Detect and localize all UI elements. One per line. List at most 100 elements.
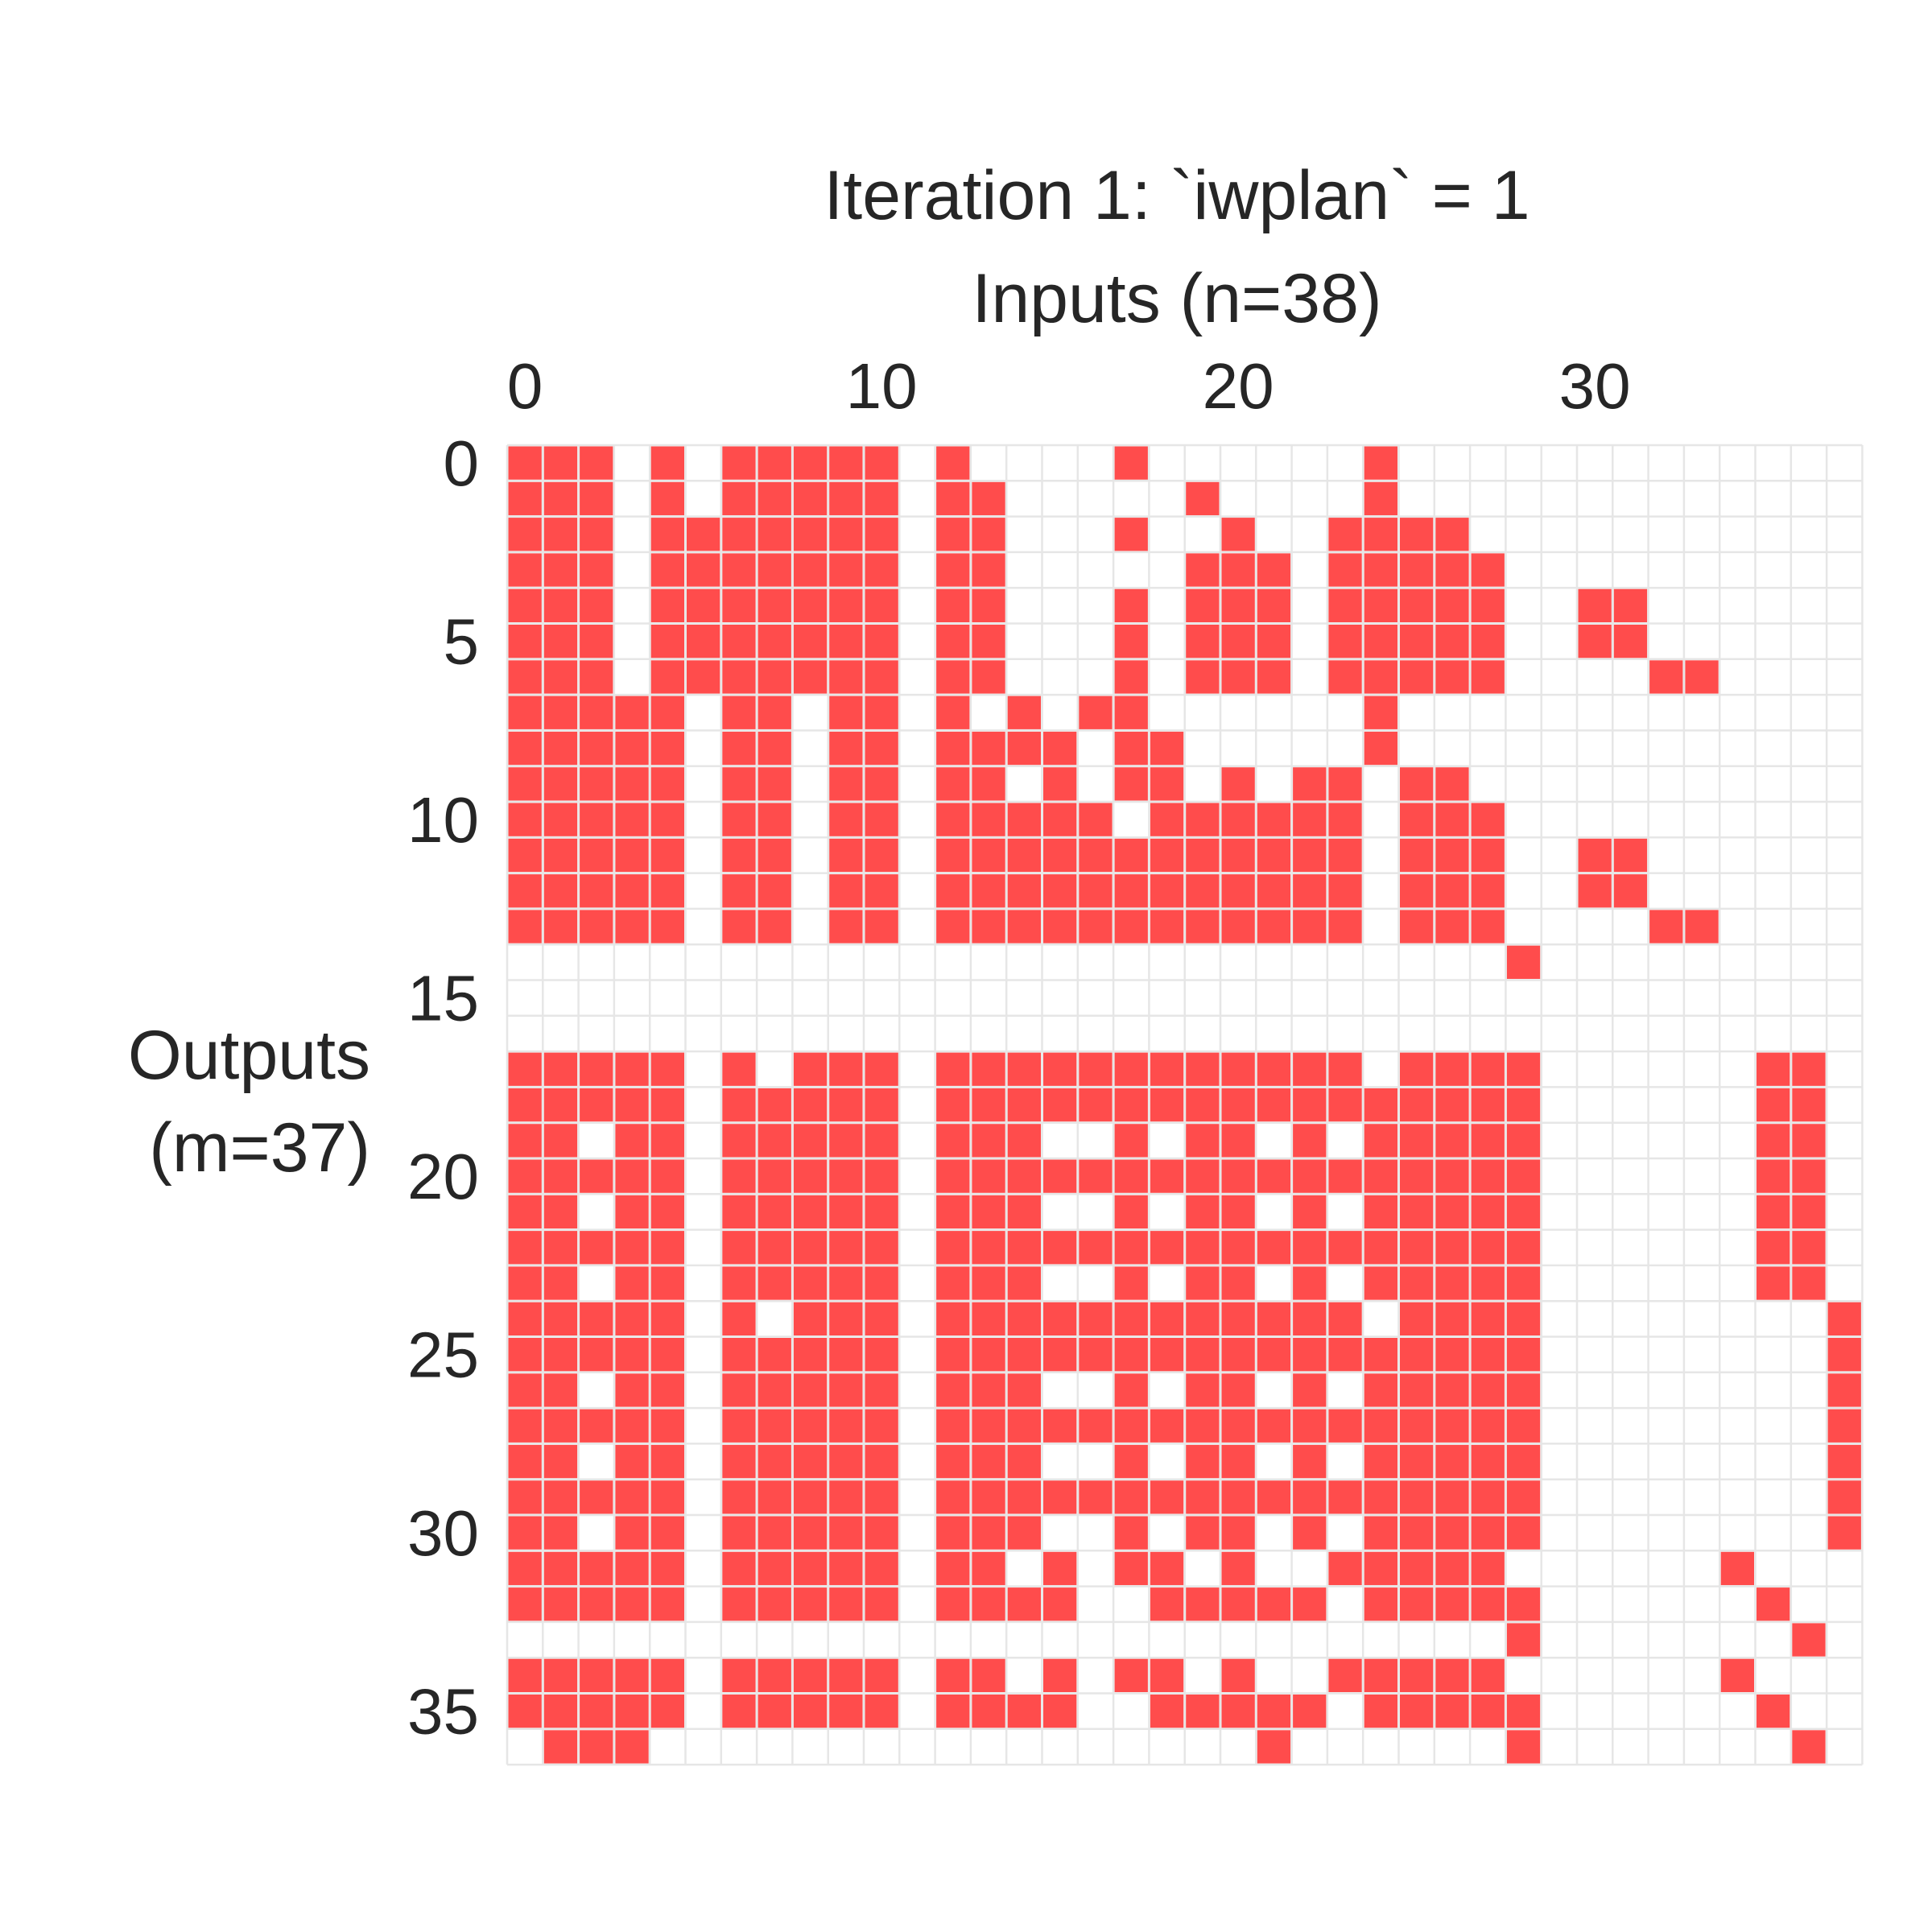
heatmap-cell [650,1480,684,1514]
y-axis-label-line2: (m=37) [149,1109,370,1187]
heatmap-cell [615,696,649,729]
heatmap-cell [650,1444,684,1479]
heatmap-cell [1435,1124,1469,1158]
heatmap-cell [580,838,613,873]
heatmap-cell [1293,1587,1327,1621]
heatmap-cell [1114,1302,1148,1335]
heatmap-cell [615,1266,649,1300]
heatmap-cell [936,1302,970,1335]
heatmap-cell [580,518,613,551]
heatmap-cell [1293,874,1327,908]
heatmap-cell [1792,1124,1826,1158]
heatmap-cell [1079,1480,1113,1514]
heatmap-cell [1293,1266,1327,1300]
heatmap-cell [1471,1587,1505,1621]
heatmap-cell [972,1159,1005,1193]
heatmap-cell [1221,874,1255,908]
heatmap-cell [1221,1124,1255,1158]
heatmap-cell [722,481,756,516]
heatmap-cell [829,803,863,836]
heatmap-cell [1293,767,1327,801]
heatmap-cell [936,1480,970,1514]
heatmap-cell [580,696,613,729]
heatmap-cell [1221,1338,1255,1372]
heatmap-cell [1150,838,1184,873]
heatmap-cell [1186,588,1220,622]
heatmap-cell [1471,1266,1505,1300]
heatmap-cell [829,481,863,516]
heatmap-cell [1720,1658,1754,1692]
heatmap-cell [793,1444,828,1479]
heatmap-cell [1506,1159,1541,1193]
heatmap-cell [650,1587,684,1621]
heatmap-cell [615,1124,649,1158]
heatmap-cell [865,1124,898,1158]
heatmap-cell [936,1231,970,1265]
heatmap-cell [650,1338,684,1372]
heatmap-cell [1079,1409,1113,1443]
heatmap-cell [1043,803,1077,836]
heatmap-cell [722,1231,756,1265]
heatmap-cell [1114,910,1148,943]
heatmap-cell [722,1052,756,1086]
heatmap-cell [615,1658,649,1692]
heatmap-cell [1186,1444,1220,1479]
heatmap-cell [1114,1231,1148,1265]
heatmap-cell [1613,838,1648,873]
x-tick-label: 10 [846,350,918,422]
heatmap-cell [1221,910,1255,943]
heatmap-cell [508,660,542,694]
heatmap-cell [650,625,684,658]
heatmap-cell [1186,1587,1220,1621]
heatmap-cell [1221,1658,1255,1692]
heatmap-cell [1578,838,1612,873]
heatmap-cell [1364,1551,1397,1586]
heatmap-cell [508,803,542,836]
heatmap-cell [936,1195,970,1229]
heatmap-cell [793,1658,828,1692]
heatmap-cell [1471,1338,1505,1372]
heatmap-cell [1221,1551,1255,1586]
heatmap-cell [865,1159,898,1193]
heatmap-cell [1150,767,1184,801]
heatmap-cell [1007,1587,1041,1621]
heatmap-cell [722,1373,756,1407]
heatmap-cell [1578,874,1612,908]
heatmap-cell [1114,767,1148,801]
heatmap-cell [936,446,970,480]
heatmap-cell [972,1409,1005,1443]
heatmap-cell [865,1444,898,1479]
heatmap-cell [508,1231,542,1265]
heatmap-cell [829,1302,863,1335]
heatmap-cell [1186,910,1220,943]
heatmap-cell [1007,1266,1041,1300]
heatmap-cell [1471,553,1505,587]
heatmap-cell [1007,1195,1041,1229]
heatmap-cell [508,553,542,587]
heatmap-cell [1079,1159,1113,1193]
heatmap-cell [936,588,970,622]
heatmap-cell [1257,1409,1291,1443]
heatmap-cell [1186,1231,1220,1265]
heatmap-cell [1079,803,1113,836]
heatmap-cell [650,1551,684,1586]
heatmap-cell [580,553,613,587]
heatmap-cell [1079,1302,1113,1335]
heatmap-cell [936,1338,970,1372]
heatmap-cell [1257,1587,1291,1621]
heatmap-cell [508,874,542,908]
heatmap-cell [1328,1658,1362,1692]
heatmap-cell [1435,1444,1469,1479]
heatmap-cell [865,1409,898,1443]
heatmap-cell [793,553,828,587]
heatmap-cell [1328,625,1362,658]
heatmap-cell [972,874,1005,908]
heatmap-cell [1364,1266,1397,1300]
heatmap-cell [1221,588,1255,622]
heatmap-cell [650,518,684,551]
heatmap-cell [1613,625,1648,658]
heatmap-cell [829,625,863,658]
heatmap-cell [1257,803,1291,836]
heatmap-cell [758,1587,791,1621]
heatmap-cell [650,731,684,766]
